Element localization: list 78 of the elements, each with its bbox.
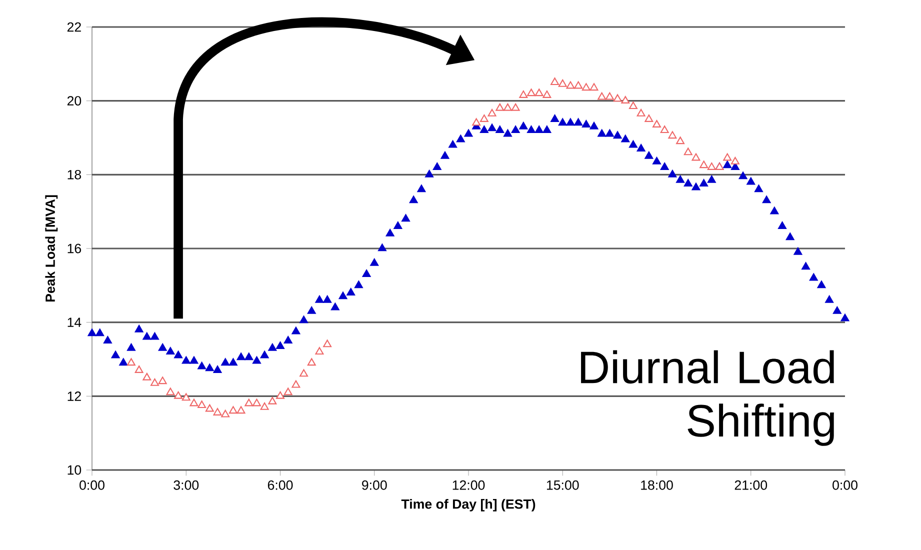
y-tick-label: 22 — [67, 22, 81, 32]
x-tick-label: 9:00 — [362, 480, 387, 490]
point — [527, 88, 536, 96]
point — [126, 358, 136, 366]
point — [550, 78, 560, 86]
point — [652, 120, 661, 128]
point — [472, 118, 481, 126]
point — [198, 400, 206, 408]
point — [519, 90, 528, 98]
point — [542, 90, 552, 98]
point — [315, 347, 324, 355]
point — [166, 388, 175, 396]
point — [488, 108, 496, 116]
y-tick-label: 16 — [68, 244, 82, 254]
point — [142, 372, 152, 380]
point — [221, 410, 230, 418]
point — [268, 396, 277, 404]
point — [660, 126, 669, 134]
point — [284, 388, 292, 396]
point — [480, 114, 488, 122]
point — [684, 148, 692, 156]
x-tick-label: 15:00 — [546, 480, 579, 490]
x-tick-label: 6:00 — [268, 480, 293, 490]
point — [213, 408, 222, 416]
y-tick-label: 12 — [68, 392, 81, 401]
y-tick-label: 20 — [67, 96, 82, 106]
y-tick-label: 18 — [68, 170, 82, 180]
point — [628, 102, 638, 110]
point — [582, 83, 590, 91]
point — [621, 96, 630, 104]
point — [174, 391, 183, 399]
point — [700, 160, 708, 168]
point — [511, 103, 520, 111]
point — [496, 103, 504, 111]
point — [190, 398, 198, 406]
annotation: Diurnal Load Shifting — [581, 350, 834, 446]
point — [598, 92, 606, 100]
point — [300, 369, 308, 377]
x-tick-label: 21:00 — [734, 480, 768, 490]
point — [590, 83, 598, 91]
point — [644, 114, 654, 122]
point — [252, 398, 261, 406]
point — [668, 131, 677, 139]
point — [158, 376, 167, 384]
x-tick-label: 0:00 — [832, 480, 858, 490]
point — [307, 358, 316, 366]
point — [276, 391, 284, 399]
point — [692, 153, 700, 161]
point — [558, 79, 567, 87]
x-tick-label: 12:00 — [452, 480, 485, 490]
point — [566, 81, 575, 89]
x-tick-label: 3:00 — [174, 480, 199, 490]
point — [676, 136, 685, 144]
x-axis-title: Time of Day [h] (EST) — [401, 498, 536, 512]
point — [723, 153, 732, 161]
point — [205, 404, 214, 412]
point — [707, 162, 716, 170]
point — [613, 94, 622, 102]
point — [236, 406, 246, 414]
point — [605, 92, 614, 100]
y-tick-label: 10 — [68, 465, 82, 475]
point — [292, 380, 300, 388]
x-tick-label: 0:00 — [80, 480, 104, 490]
point — [323, 340, 332, 348]
y-axis-title: Peak Load [MVA] — [45, 195, 58, 302]
x-tick-label: 18:00 — [641, 480, 673, 490]
point — [260, 402, 269, 410]
point — [228, 406, 238, 414]
point — [182, 393, 190, 401]
point — [150, 378, 159, 386]
point — [730, 156, 740, 164]
point — [503, 103, 512, 111]
point — [574, 81, 583, 89]
y-tick-label: 14 — [68, 318, 82, 327]
point — [134, 366, 144, 373]
point — [244, 398, 254, 406]
point — [534, 88, 544, 96]
point — [636, 108, 646, 116]
